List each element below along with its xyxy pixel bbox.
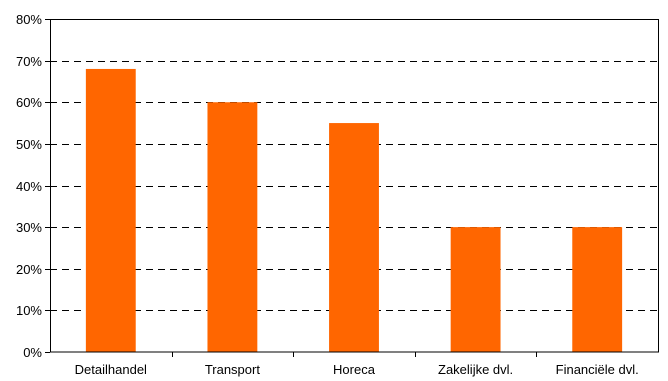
- y-tick-label: 60%: [16, 95, 42, 110]
- y-tick-label: 20%: [16, 262, 42, 277]
- bar: [572, 227, 623, 352]
- y-tick-label: 40%: [16, 179, 42, 194]
- bar-layer: [85, 68, 623, 352]
- y-tick-label: 50%: [16, 137, 42, 152]
- x-category-label: Transport: [205, 362, 261, 377]
- y-tick-label: 80%: [16, 12, 42, 27]
- y-tick-label: 10%: [16, 303, 42, 318]
- x-axis-labels: Detailhandel Transport Horeca Zakelijke dvl…: [75, 352, 639, 377]
- plot-frame: [50, 19, 659, 353]
- x-category-label: Detailhandel: [75, 362, 147, 377]
- y-tick-label: 0%: [23, 345, 42, 360]
- y-tick-label: 70%: [16, 54, 42, 69]
- x-category-label: Zakelijke dvl.: [438, 362, 513, 377]
- bar: [85, 68, 136, 352]
- x-category-label: Horeca: [333, 362, 376, 377]
- y-tick-label: 30%: [16, 220, 42, 235]
- bar: [450, 227, 501, 352]
- bar: [207, 102, 258, 352]
- y-axis-ticks: 0% 10% 20% 30% 40% 50% 60% 70% 80%: [16, 12, 50, 360]
- bar: [329, 123, 379, 352]
- x-category-label: Financiële dvl.: [556, 362, 639, 377]
